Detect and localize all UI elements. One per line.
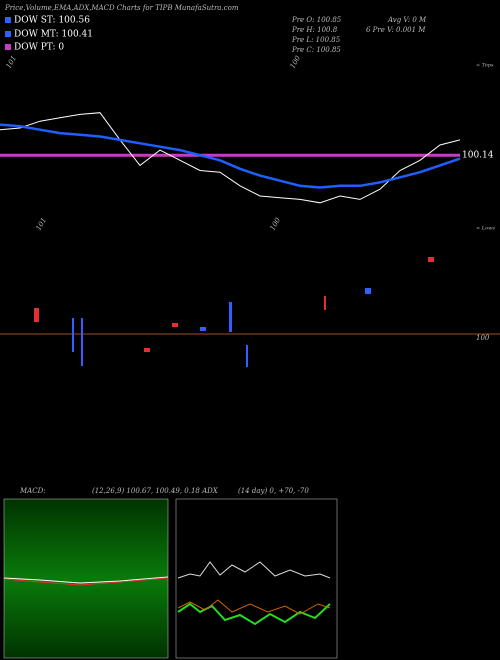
box: [72, 318, 74, 352]
box: [81, 318, 83, 366]
box: [365, 288, 371, 294]
legend-swatch: [5, 31, 11, 37]
legend-swatch: [5, 17, 11, 23]
adx-line: [177, 561, 331, 579]
axis-label: < Lows: [476, 226, 495, 232]
title: Price,Volume,EMA,ADX,MACD Charts for TIP…: [4, 4, 239, 12]
box: [246, 345, 248, 367]
box: [324, 296, 326, 310]
indicator-label: MACD:: [19, 487, 46, 495]
stat: Pre O: 100.85: [291, 16, 342, 24]
box: [144, 348, 150, 352]
box: [200, 327, 206, 331]
box: [34, 308, 39, 322]
box: [229, 302, 232, 332]
legend: DOW ST: 100.56: [14, 16, 90, 26]
volume-boxes: [34, 257, 434, 367]
price-line: [0, 123, 461, 189]
adx-panel: [175, 498, 338, 659]
indicator-label: (14 day) 0, +70, -70: [238, 487, 309, 495]
stat: Pre C: 100.85: [291, 46, 341, 54]
stat: 6 Pre V: 0.001 M: [366, 26, 426, 34]
legend: DOW PT: 0: [14, 43, 64, 53]
legend-swatch: [5, 44, 11, 50]
level-label: 100.14: [462, 151, 494, 161]
signal-line: [3, 577, 169, 586]
macd-panel: [3, 498, 169, 659]
price-line: [0, 112, 461, 204]
macd-line: [3, 576, 169, 584]
indicator-label: (12,26,9) 100.67, 100.49, 0.18 ADX: [92, 487, 219, 495]
axis-label: < Tops: [476, 63, 494, 69]
box: [428, 257, 434, 262]
di-minus-line: [177, 599, 331, 615]
stat: Pre L: 100.85: [291, 36, 341, 44]
box: [172, 323, 178, 327]
stat: Pre H: 100.8: [291, 26, 338, 34]
axis-label: 100: [476, 334, 490, 342]
legend: DOW MT: 100.41: [14, 30, 93, 40]
stat: Avg V: 0 M: [387, 16, 427, 24]
